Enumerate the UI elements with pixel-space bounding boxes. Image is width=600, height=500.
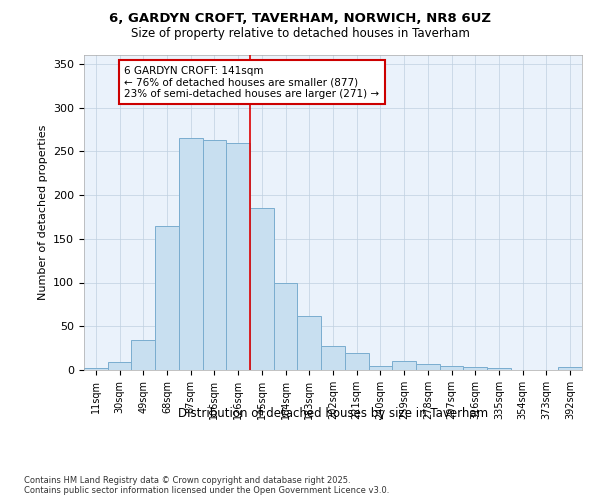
Bar	[487, 368, 511, 370]
Text: 6 GARDYN CROFT: 141sqm
← 76% of detached houses are smaller (877)
23% of semi-de: 6 GARDYN CROFT: 141sqm ← 76% of detached…	[124, 66, 379, 98]
Bar	[108, 362, 131, 370]
Bar	[250, 208, 274, 370]
Bar	[298, 316, 321, 370]
Y-axis label: Number of detached properties: Number of detached properties	[38, 125, 47, 300]
Text: Size of property relative to detached houses in Taverham: Size of property relative to detached ho…	[131, 28, 469, 40]
Text: Contains HM Land Registry data © Crown copyright and database right 2025.
Contai: Contains HM Land Registry data © Crown c…	[24, 476, 389, 495]
Bar	[155, 226, 179, 370]
Bar	[321, 346, 345, 370]
Text: Distribution of detached houses by size in Taverham: Distribution of detached houses by size …	[178, 408, 488, 420]
Bar	[558, 368, 582, 370]
Text: 6, GARDYN CROFT, TAVERHAM, NORWICH, NR8 6UZ: 6, GARDYN CROFT, TAVERHAM, NORWICH, NR8 …	[109, 12, 491, 26]
Bar	[203, 140, 226, 370]
Bar	[368, 366, 392, 370]
Bar	[392, 361, 416, 370]
Bar	[131, 340, 155, 370]
Bar	[440, 366, 463, 370]
Bar	[274, 282, 298, 370]
Bar	[84, 368, 108, 370]
Bar	[179, 138, 203, 370]
Bar	[345, 352, 368, 370]
Bar	[416, 364, 440, 370]
Bar	[463, 368, 487, 370]
Bar	[226, 142, 250, 370]
